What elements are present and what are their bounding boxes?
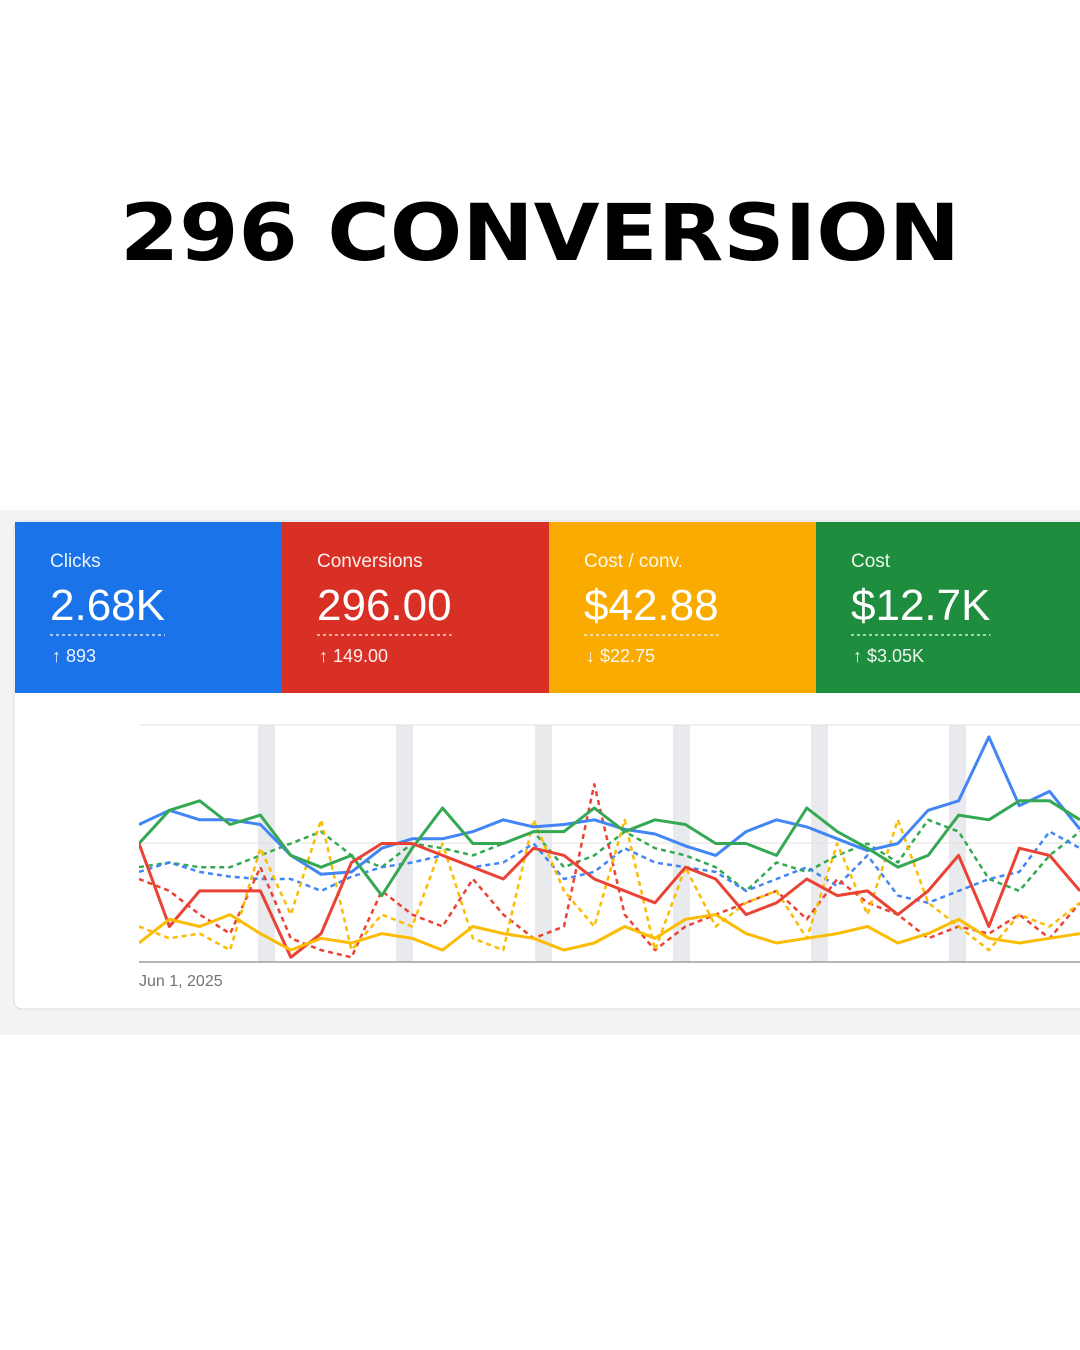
dashed-series-line (139, 818, 1080, 893)
metric-label: Conversions (317, 551, 423, 572)
series-line (139, 913, 1080, 952)
metric-value: 296.00 (317, 581, 452, 630)
metric-change: ↑ 893 (52, 646, 96, 666)
metric-label: Cost (851, 551, 891, 572)
metric-card (282, 522, 549, 693)
metric-change: ↑ 149.00 (319, 646, 388, 666)
metric-value: $12.7K (851, 581, 990, 630)
metric-change: ↓ $22.75 (586, 646, 655, 666)
metric-card (549, 522, 816, 693)
plot-lines (139, 735, 1080, 959)
metric-cards: Clicks 2.68K ↑ 893 Conversions 296.00 ↑ 149.0… (15, 522, 1080, 693)
metric-label: Clicks (50, 551, 101, 572)
metric-change: ↑ $3.05K (853, 646, 924, 666)
metric-card (15, 522, 282, 693)
page-title: 296 CONVERSION (120, 189, 960, 279)
dashed-series-line (139, 818, 1080, 952)
metric-value: $42.88 (584, 581, 719, 630)
series-line (139, 842, 1080, 959)
series-line (139, 799, 1080, 898)
weekend-bands (258, 725, 966, 962)
metric-label: Cost / conv. (584, 551, 683, 572)
metric-value: 2.68K (50, 581, 165, 630)
x-start-label: Jun 1, 2025 (139, 973, 223, 990)
metric-card (816, 522, 1080, 693)
